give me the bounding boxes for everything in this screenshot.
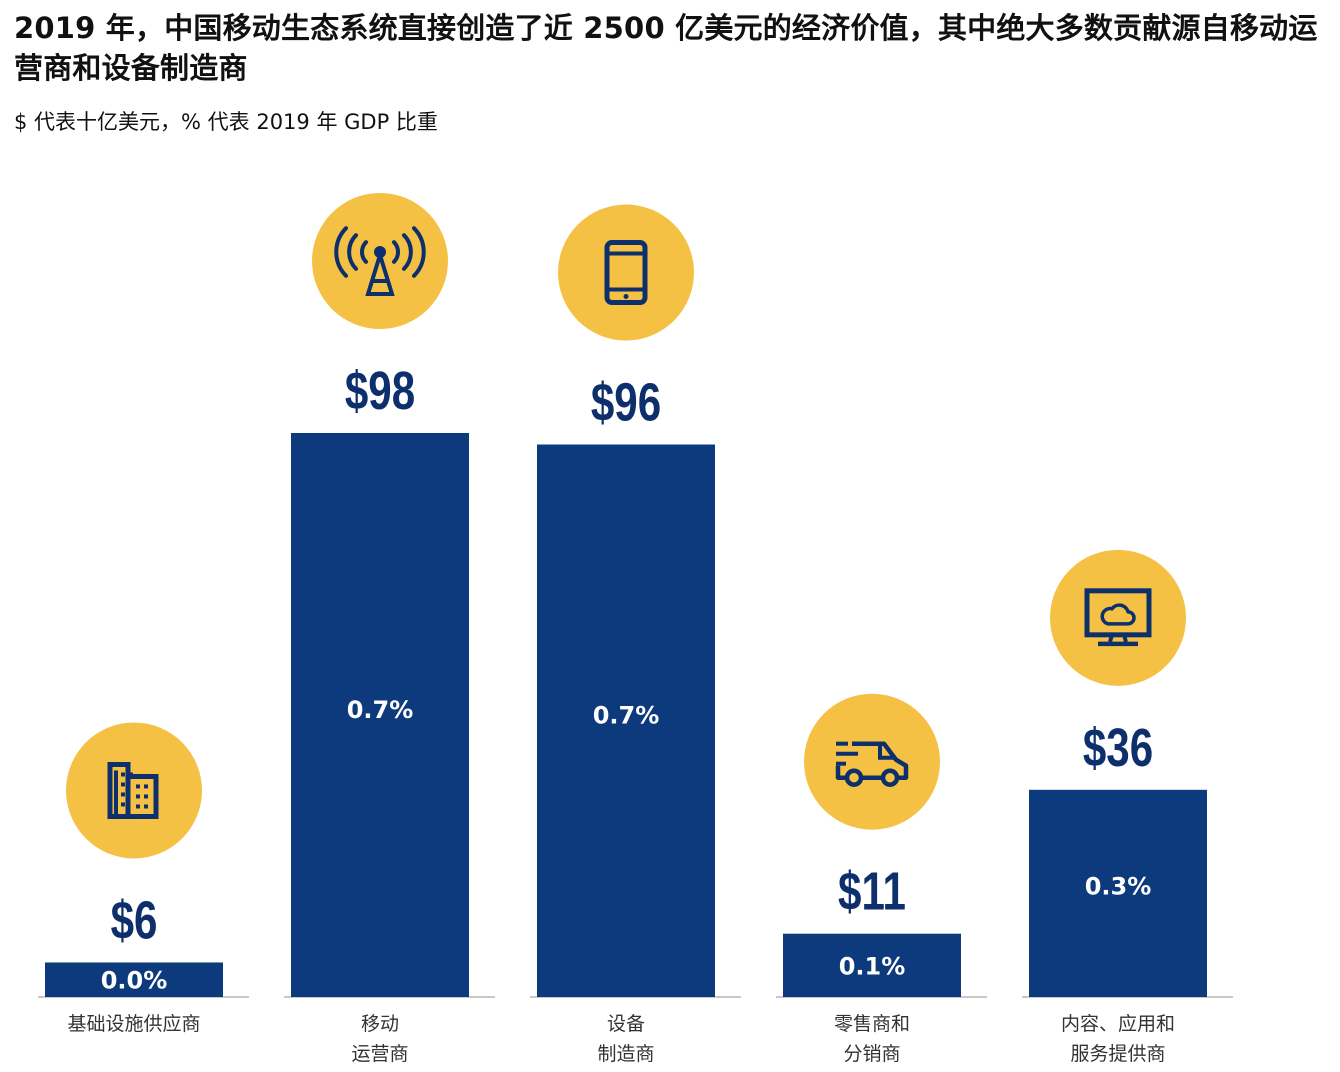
- bar: [45, 962, 223, 997]
- category-label: 服务提供商: [1070, 1043, 1165, 1065]
- gdp-share-label: 0.7%: [347, 696, 414, 724]
- icon-circle: [1050, 549, 1186, 686]
- category-label: 分销商: [843, 1043, 900, 1065]
- gdp-share-label: 0.0%: [101, 967, 168, 995]
- gdp-share-label: 0.3%: [1085, 872, 1152, 900]
- icon-circle: [66, 722, 202, 859]
- buildings-icon: [107, 761, 159, 819]
- gdp-share-label: 0.7%: [593, 702, 660, 730]
- chart-title: 2019 年，中国移动生态系统直接创造了近 2500 亿美元的经济价值，其中绝大…: [14, 11, 1318, 85]
- category-label: 运营商: [351, 1043, 408, 1065]
- category-label: 内容、应用和: [1061, 1013, 1175, 1035]
- bar-group: 0.7% $98 移动运营商: [284, 193, 495, 1065]
- value-label: $36: [1083, 718, 1153, 778]
- category-label: 基础设施供应商: [67, 1013, 200, 1035]
- icon-circle: [804, 693, 940, 830]
- chart-subtitle: $ 代表十亿美元，% 代表 2019 年 GDP 比重: [14, 110, 438, 134]
- gdp-share-label: 0.1%: [839, 952, 906, 980]
- bar-group: 0.0% $6 基础设施供应商: [38, 722, 249, 1035]
- value-label: $98: [345, 361, 415, 421]
- category-label: 移动: [361, 1013, 399, 1035]
- cloud-monitor-icon: [1084, 588, 1152, 647]
- bar: [1029, 789, 1207, 997]
- delivery-truck-icon: [835, 741, 909, 787]
- category-label: 制造商: [597, 1043, 654, 1065]
- bar-group: 0.7% $96 设备制造商: [530, 204, 741, 1065]
- cell-tower-icon: [334, 226, 426, 296]
- bar: [291, 433, 469, 997]
- icon-circle: [558, 204, 694, 341]
- bar: [783, 933, 961, 997]
- category-label: 设备: [607, 1013, 645, 1035]
- smartphone-icon: [604, 240, 648, 306]
- bar: [537, 444, 715, 997]
- value-label: $11: [838, 862, 906, 922]
- category-label: 零售商和: [834, 1013, 910, 1035]
- value-label: $6: [111, 891, 158, 951]
- value-label: $96: [591, 373, 661, 433]
